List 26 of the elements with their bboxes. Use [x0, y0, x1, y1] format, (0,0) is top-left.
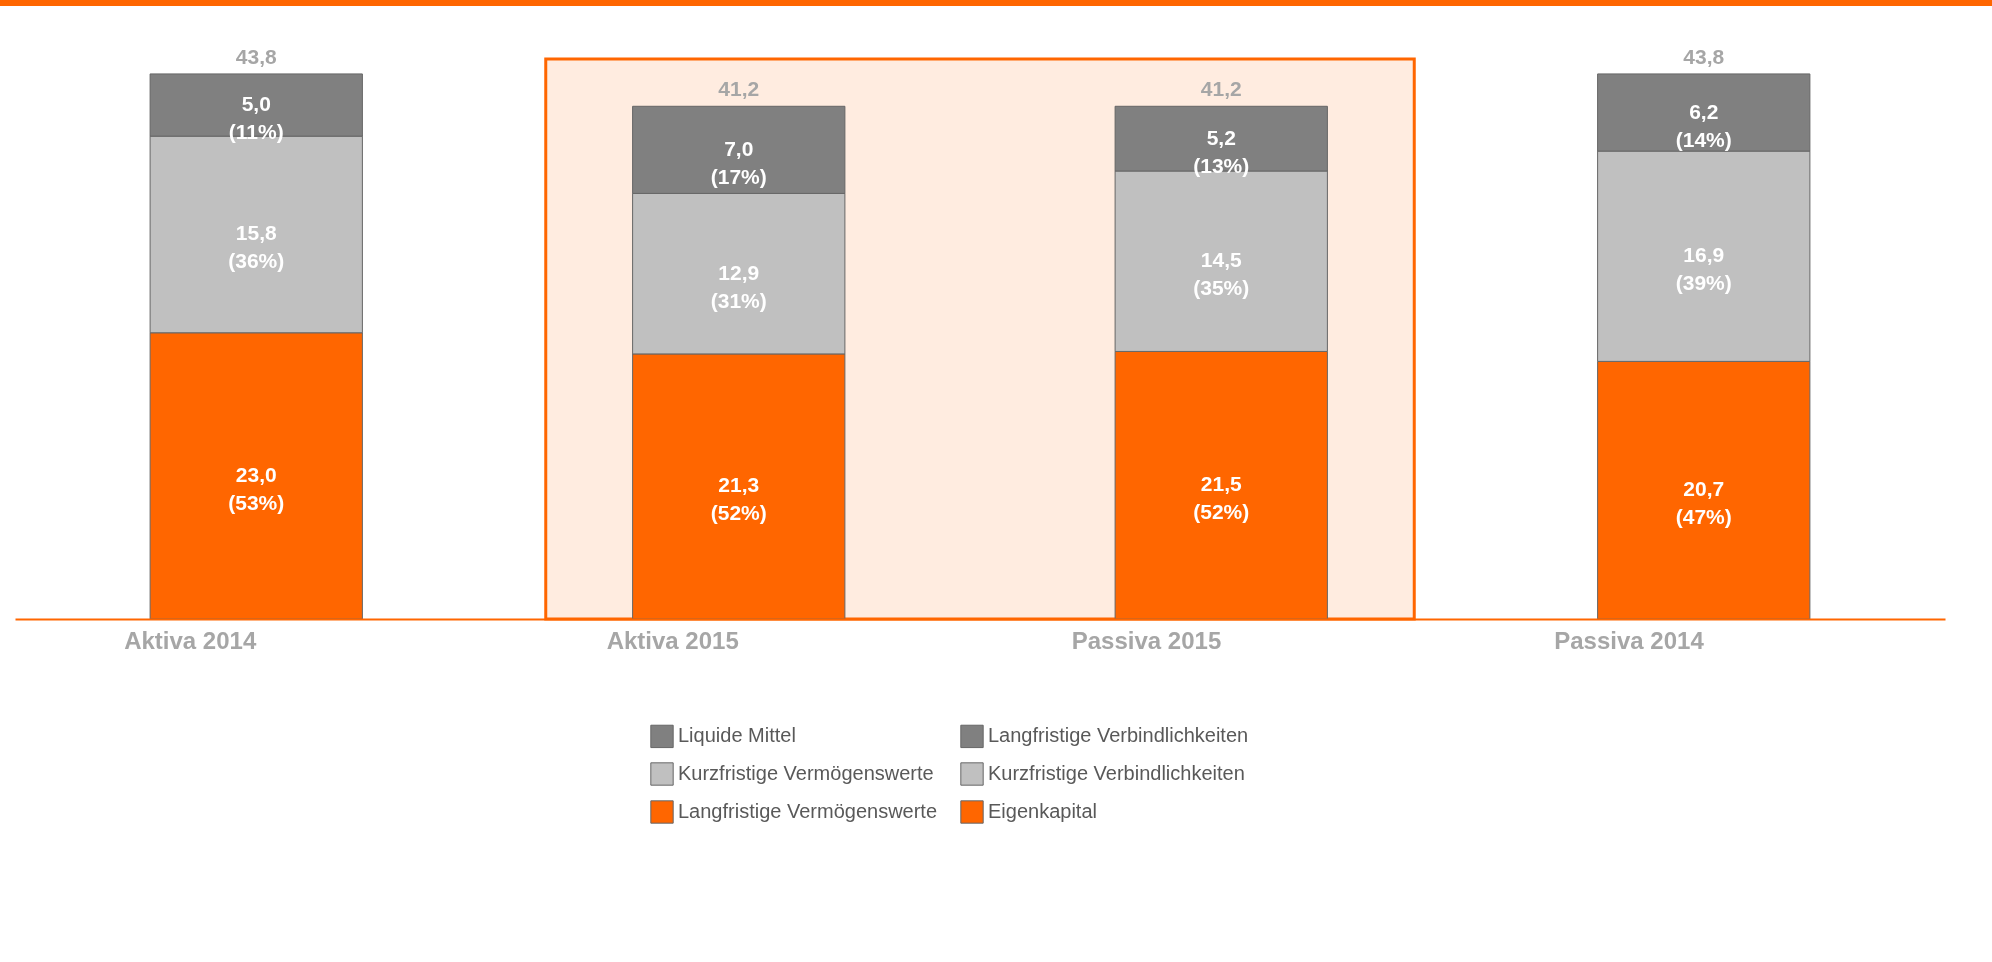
data-label: 5,0 (11%) — [228, 92, 284, 144]
x-tick-label: Passiva 2014 — [1554, 626, 1705, 654]
data-label: 20,7 (47%) — [1675, 477, 1732, 529]
x-tick-label: Aktiva 2014 — [124, 626, 257, 654]
data-label: 14,5 (35%) — [1193, 248, 1250, 300]
data-label: 12,9 (31%) — [710, 260, 767, 312]
legend-label: Kurzfristige Vermögenswerte — [678, 762, 934, 784]
total-label: 41,2 — [1200, 77, 1242, 101]
data-label: 7,0 (17%) — [710, 136, 767, 188]
data-label: 16,9 (39%) — [1675, 243, 1732, 295]
total-label: 43,8 — [1683, 44, 1725, 68]
data-label: 21,5 (52%) — [1193, 472, 1250, 524]
legend-label: Eigenkapital — [988, 800, 1097, 822]
x-tick-label: Aktiva 2015 — [606, 626, 739, 654]
legend-label: Langfristige Verbindlichkeiten — [988, 724, 1249, 747]
total-label: 43,8 — [235, 44, 278, 68]
legend-label: Langfristige Vermögenswerte — [678, 800, 938, 822]
data-label: 6,2 (14%) — [1675, 99, 1732, 151]
data-label: 5,2 (13%) — [1193, 125, 1250, 177]
legend-label: Liquide Mittel — [678, 724, 796, 747]
data-label: 21,3 (52%) — [710, 473, 767, 525]
data-label: 15,8 (36%) — [228, 221, 285, 273]
legend-label: Kurzfristige Verbindlichkeiten — [988, 762, 1245, 784]
total-label: 41,2 — [718, 77, 760, 101]
data-label: 23,0 (53%) — [228, 462, 285, 514]
x-tick-label: Passiva 2015 — [1071, 626, 1222, 654]
